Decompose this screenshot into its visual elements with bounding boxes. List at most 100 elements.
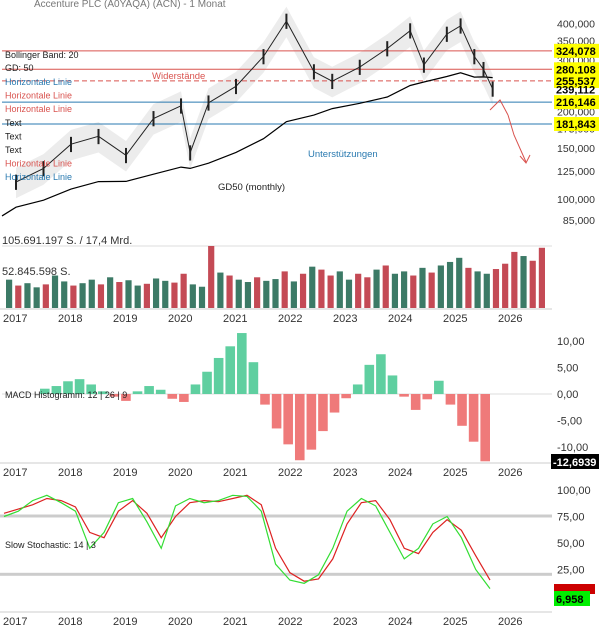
macd-bar bbox=[329, 394, 340, 413]
legend-item: Horizontale Linie bbox=[5, 104, 72, 114]
volume-bar bbox=[391, 273, 399, 308]
macd-bar bbox=[480, 394, 490, 462]
x-axis-year-label: 2020 bbox=[168, 467, 192, 479]
volume-panel: 2017 2018 2019 2020 2021 2022 2023 2024 2025 2026… bbox=[0, 245, 552, 628]
volume-bar bbox=[24, 283, 31, 308]
volume-bar bbox=[70, 285, 77, 308]
volume-bar bbox=[226, 275, 233, 308]
stoch-tick-label: 50,00 bbox=[557, 538, 585, 550]
macd-current-badge bbox=[551, 454, 599, 469]
macd-bar bbox=[422, 394, 433, 400]
legend-item: Text bbox=[5, 118, 22, 128]
macd-bar bbox=[260, 394, 270, 405]
level-badge bbox=[554, 117, 599, 132]
volume-bar bbox=[6, 279, 13, 308]
volume-bar bbox=[217, 272, 224, 308]
volume-bar bbox=[51, 275, 59, 308]
macd-bar bbox=[167, 394, 178, 399]
level-badge-label: 239,112 bbox=[556, 84, 595, 96]
annotation-gd50: GD50 (monthly) bbox=[218, 182, 285, 193]
volume-bar bbox=[116, 282, 123, 308]
level-badge bbox=[554, 43, 599, 58]
forecast-path bbox=[489, 99, 509, 116]
macd-bar bbox=[213, 357, 224, 394]
x-axis-year-label: 2024 bbox=[388, 467, 412, 479]
x-axis-year-label: 2020 bbox=[168, 616, 192, 628]
macd-bar bbox=[376, 354, 386, 394]
legend-bollinger: Bollinger Band: 20 bbox=[5, 50, 79, 60]
x-axis-year-label: 2025 bbox=[443, 313, 467, 325]
volume-bar bbox=[125, 280, 132, 308]
volume-bar bbox=[382, 265, 389, 308]
x-axis-year-label: 2019 bbox=[113, 467, 137, 479]
stochastic-d-line bbox=[3, 494, 491, 582]
volume-bar bbox=[373, 269, 380, 308]
price-tick-label: 200,000 bbox=[557, 106, 595, 118]
x-axis-year-label: 2024 bbox=[388, 313, 412, 325]
volume-bar bbox=[483, 273, 490, 308]
x-axis-year-label: 2018 bbox=[58, 467, 82, 479]
volume-bar bbox=[336, 271, 343, 308]
price-tick-label: 85,000 bbox=[563, 215, 595, 227]
volume-bar bbox=[61, 281, 68, 308]
stoch-d-badge bbox=[554, 584, 595, 594]
stochastic-k-line bbox=[3, 494, 491, 589]
volume-bar bbox=[520, 256, 527, 308]
macd-bar bbox=[74, 379, 85, 394]
volume-bar bbox=[309, 266, 316, 308]
forecast-arrowhead bbox=[519, 154, 531, 164]
macd-bar bbox=[40, 388, 50, 394]
legend-item: Text bbox=[5, 131, 22, 141]
x-axis-year-label: 2022 bbox=[278, 313, 302, 325]
macd-bar bbox=[179, 394, 189, 402]
volume-bar bbox=[465, 267, 472, 308]
level-badge-label: 324,078 bbox=[556, 46, 596, 58]
x-axis-year-label: 2018 bbox=[58, 616, 82, 628]
macd-bar bbox=[144, 386, 154, 394]
x-axis-year-label: 2026 bbox=[498, 467, 522, 479]
volume-bar bbox=[254, 277, 261, 308]
volume-bar bbox=[244, 282, 252, 308]
x-axis-year-label: 2024 bbox=[388, 616, 412, 628]
volume-bar bbox=[272, 279, 279, 308]
level-badge-label: 216,146 bbox=[556, 97, 596, 109]
macd-bar bbox=[457, 394, 467, 426]
macd-bar bbox=[225, 346, 236, 394]
macd-bar bbox=[283, 394, 293, 445]
legend-item: Horizontale Linie bbox=[5, 159, 72, 169]
macd-bar bbox=[364, 364, 375, 394]
price-tick-label: 150,000 bbox=[557, 143, 595, 155]
x-axis-year-label: 2025 bbox=[443, 467, 467, 479]
macd-bar bbox=[399, 394, 409, 397]
volume-bar bbox=[290, 281, 297, 308]
macd-tick-label: -5,00 bbox=[557, 416, 582, 428]
stoch-band-line bbox=[0, 514, 552, 518]
macd-bar bbox=[271, 394, 282, 429]
volume-bar bbox=[134, 285, 141, 308]
macd-current-label: -12,6939 bbox=[553, 457, 596, 469]
macd-bar bbox=[121, 394, 131, 401]
x-axis-year-label: 2020 bbox=[168, 313, 192, 325]
annotation-unterstuetzungen: Unterstützungen bbox=[308, 149, 378, 160]
macd-bar bbox=[132, 391, 143, 394]
x-axis-year-label: 2019 bbox=[113, 616, 137, 628]
x-axis-year-label: 2022 bbox=[278, 467, 302, 479]
stoch-tick-label: 100,00 bbox=[557, 485, 591, 497]
macd-bar bbox=[306, 394, 317, 450]
macd-bar bbox=[294, 394, 305, 461]
legend-item: Horizontale Linie bbox=[5, 172, 72, 182]
level-badge bbox=[554, 73, 599, 88]
volume-bar bbox=[502, 263, 509, 308]
macd-bar bbox=[86, 384, 96, 394]
stoch-k-badge bbox=[554, 591, 590, 606]
price-tick-label: 125,000 bbox=[557, 166, 595, 178]
x-axis-year-label: 2022 bbox=[278, 616, 302, 628]
macd-bar bbox=[248, 362, 259, 394]
volume-bar bbox=[364, 277, 371, 308]
legend-items: Horizontale Linie Horizontale Linie Horizo… bbox=[5, 77, 72, 182]
volume-bar bbox=[263, 280, 270, 308]
volume-bar bbox=[88, 279, 95, 308]
volume-bar bbox=[152, 278, 160, 308]
